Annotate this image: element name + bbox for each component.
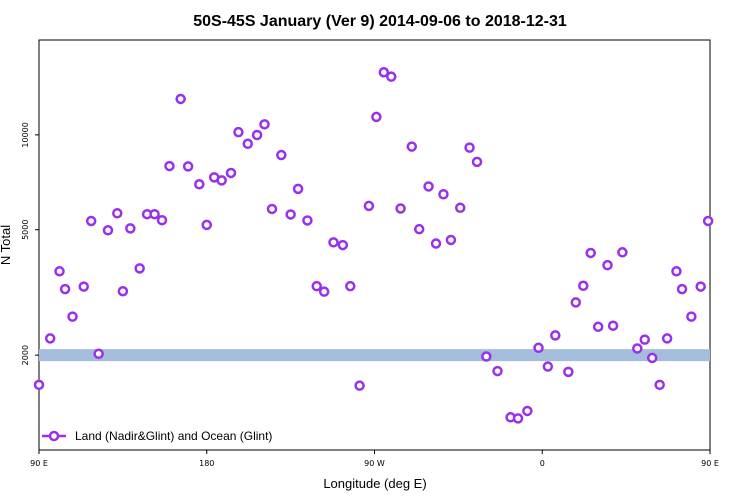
data-point <box>85 215 97 227</box>
data-point <box>285 209 296 220</box>
data-point <box>102 225 114 236</box>
data-point <box>337 239 349 251</box>
data-point <box>175 93 186 105</box>
x-tick-label: 90 E <box>701 459 719 468</box>
data-point <box>44 333 56 344</box>
data-point <box>423 181 434 192</box>
data-point <box>406 141 418 152</box>
y-axis-ticks: 2000 5000 10000 <box>21 122 39 365</box>
x-tick-label: 90 E <box>30 459 48 468</box>
data-point <box>454 202 466 214</box>
data-point <box>542 361 554 372</box>
data-point <box>413 223 425 235</box>
data-point <box>318 286 330 297</box>
legend-marker-icon <box>48 430 60 442</box>
data-point <box>328 237 339 248</box>
data-point <box>164 160 175 172</box>
data-point <box>292 183 304 195</box>
data-point <box>533 342 544 354</box>
data-point <box>112 207 123 219</box>
data-point <box>302 215 313 226</box>
y-axis-label: N Total <box>0 225 13 265</box>
data-point <box>632 343 643 354</box>
data-point <box>512 413 524 424</box>
y-tick-label: 10000 <box>21 122 30 147</box>
data-point <box>311 280 322 292</box>
data-point <box>522 405 533 417</box>
data-point <box>570 297 582 308</box>
data-point <box>354 380 365 391</box>
data-point <box>607 320 619 331</box>
legend: Land (Nadir&Glint) and Ocean (Glint) <box>42 429 272 443</box>
data-point <box>345 280 356 292</box>
data-point <box>492 365 503 377</box>
data-point <box>363 200 375 212</box>
data-point <box>259 119 270 130</box>
data-point <box>585 247 596 259</box>
data-point <box>54 266 65 277</box>
plot-area-border <box>38 39 711 451</box>
data-point <box>78 281 89 292</box>
x-tick-label: 0 <box>540 459 545 468</box>
x-axis-label: Longitude (deg E) <box>323 476 426 491</box>
data-point <box>134 263 145 274</box>
data-point <box>59 283 71 295</box>
data-point <box>216 175 227 186</box>
data-point <box>445 234 457 246</box>
x-axis-ticks: 90 E 180 90 W 0 90 E <box>30 450 719 468</box>
data-point <box>149 208 160 220</box>
data-point <box>117 285 129 297</box>
chart-title: 50S-45S January (Ver 9) 2014-09-06 to 20… <box>193 13 567 30</box>
x-tick-label: 180 <box>199 459 214 468</box>
data-point <box>550 330 561 341</box>
y-tick-label: 5000 <box>21 220 30 240</box>
data-point <box>695 281 706 292</box>
data-point <box>438 188 449 200</box>
data-point <box>676 283 688 295</box>
data-point <box>33 379 45 391</box>
data-point <box>686 311 697 322</box>
data-point <box>201 219 212 231</box>
data-point <box>671 266 682 277</box>
data-point <box>617 247 628 258</box>
data-point <box>225 167 237 179</box>
data-point <box>646 352 658 364</box>
data-point <box>464 142 475 153</box>
data-point <box>592 321 604 333</box>
data-points <box>33 67 714 424</box>
data-point <box>639 334 651 345</box>
data-point <box>371 111 382 123</box>
data-point <box>563 366 574 378</box>
data-point <box>194 179 205 190</box>
data-point <box>654 379 665 391</box>
data-point <box>125 223 136 234</box>
reference-band <box>39 349 710 362</box>
data-point <box>395 203 406 214</box>
data-point <box>266 203 278 215</box>
data-point <box>481 351 492 362</box>
data-point <box>578 280 589 292</box>
data-point <box>661 333 673 344</box>
x-tick-label: 90 W <box>364 459 385 468</box>
data-point <box>251 129 263 141</box>
data-point <box>378 67 390 78</box>
data-point <box>430 238 442 249</box>
data-point <box>471 156 483 168</box>
data-point <box>156 214 168 226</box>
data-point <box>276 149 287 161</box>
data-point <box>242 138 254 150</box>
y-tick-label: 2000 <box>21 345 30 365</box>
data-point <box>386 71 397 82</box>
reference-band-rect <box>39 349 710 362</box>
data-point <box>182 161 194 172</box>
data-point <box>702 215 714 227</box>
data-point <box>67 311 78 322</box>
data-point <box>233 126 244 138</box>
data-point <box>602 259 613 271</box>
data-point <box>93 348 104 360</box>
legend-label: Land (Nadir&Glint) and Ocean (Glint) <box>75 429 272 443</box>
